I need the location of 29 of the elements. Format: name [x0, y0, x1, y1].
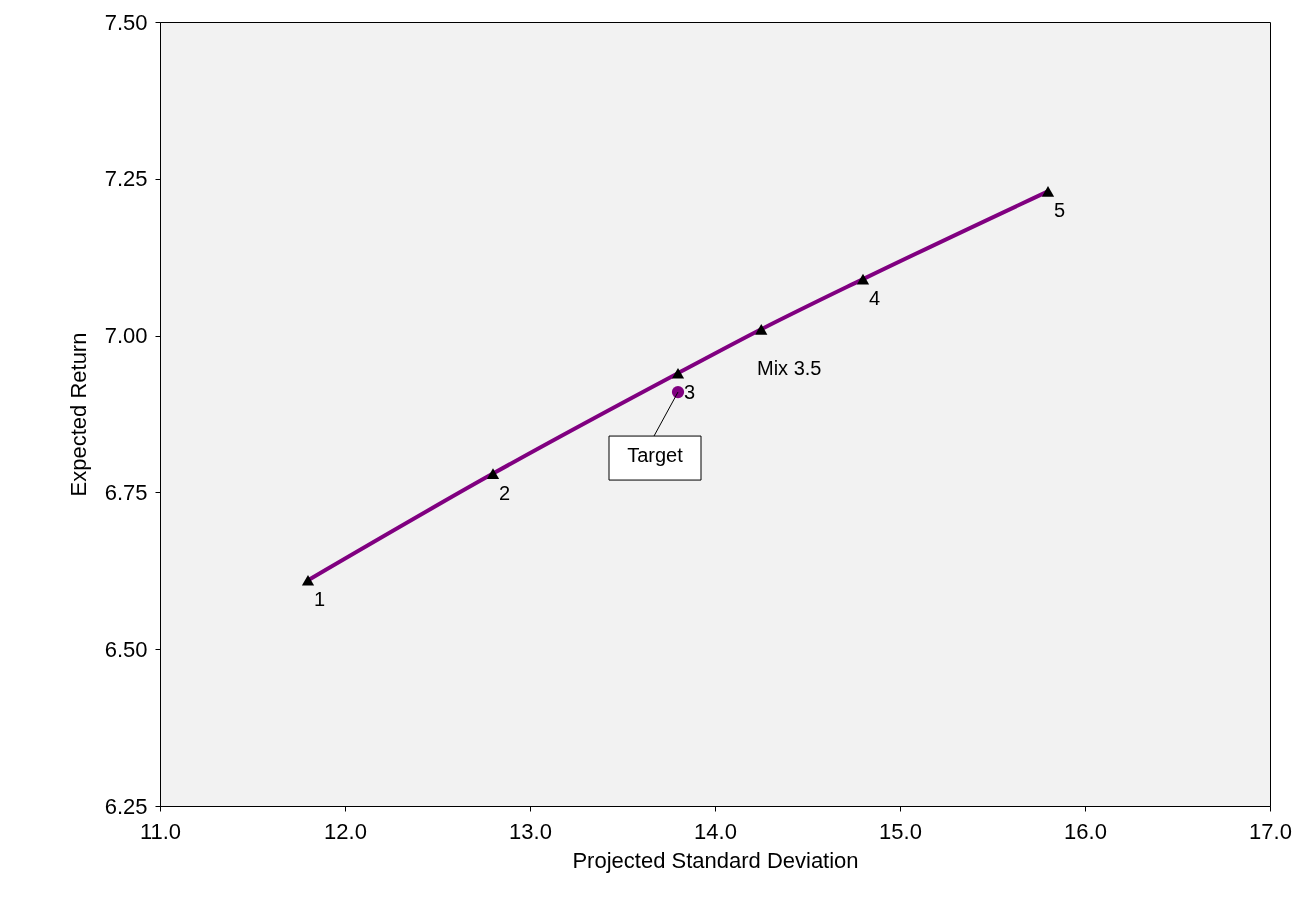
point — [671, 367, 685, 379]
y-tick-label: 6.75 — [104, 479, 148, 505]
point — [755, 324, 768, 335]
y-tick-label: 6.50 — [104, 636, 148, 662]
x-tick-label: 11.0 — [139, 818, 182, 844]
point — [486, 468, 500, 479]
y-axis-title: Expected Return — [65, 332, 91, 497]
x-tick-label: 17.0 — [1249, 818, 1292, 844]
point — [671, 385, 685, 399]
x-axis-title: Projected Standard Deviation — [572, 847, 859, 873]
annotation: Target — [627, 444, 684, 467]
y-tick-label: 6.25 — [104, 793, 148, 819]
x-tick-label: 15.0 — [879, 818, 922, 844]
annotation: 1 — [314, 588, 326, 611]
y-tick-label: 7.25 — [104, 166, 148, 192]
x-tick-label: 16.0 — [1064, 818, 1107, 844]
annotation: Mix 3.5 — [757, 357, 822, 380]
x-tick-label: 12.0 — [324, 818, 367, 844]
x-tick-label: 14.0 — [694, 818, 737, 844]
y-tick-label: 7.50 — [104, 9, 148, 35]
point — [301, 574, 315, 586]
annotation: 2 — [499, 481, 511, 504]
annotation: 3 — [684, 381, 696, 404]
y-tick-label: 7.00 — [104, 323, 148, 349]
annotation: 5 — [1054, 199, 1066, 222]
annotation: 4 — [869, 287, 881, 310]
x-tick-label: 13.0 — [509, 818, 552, 844]
point — [856, 273, 870, 285]
point — [1041, 186, 1055, 197]
